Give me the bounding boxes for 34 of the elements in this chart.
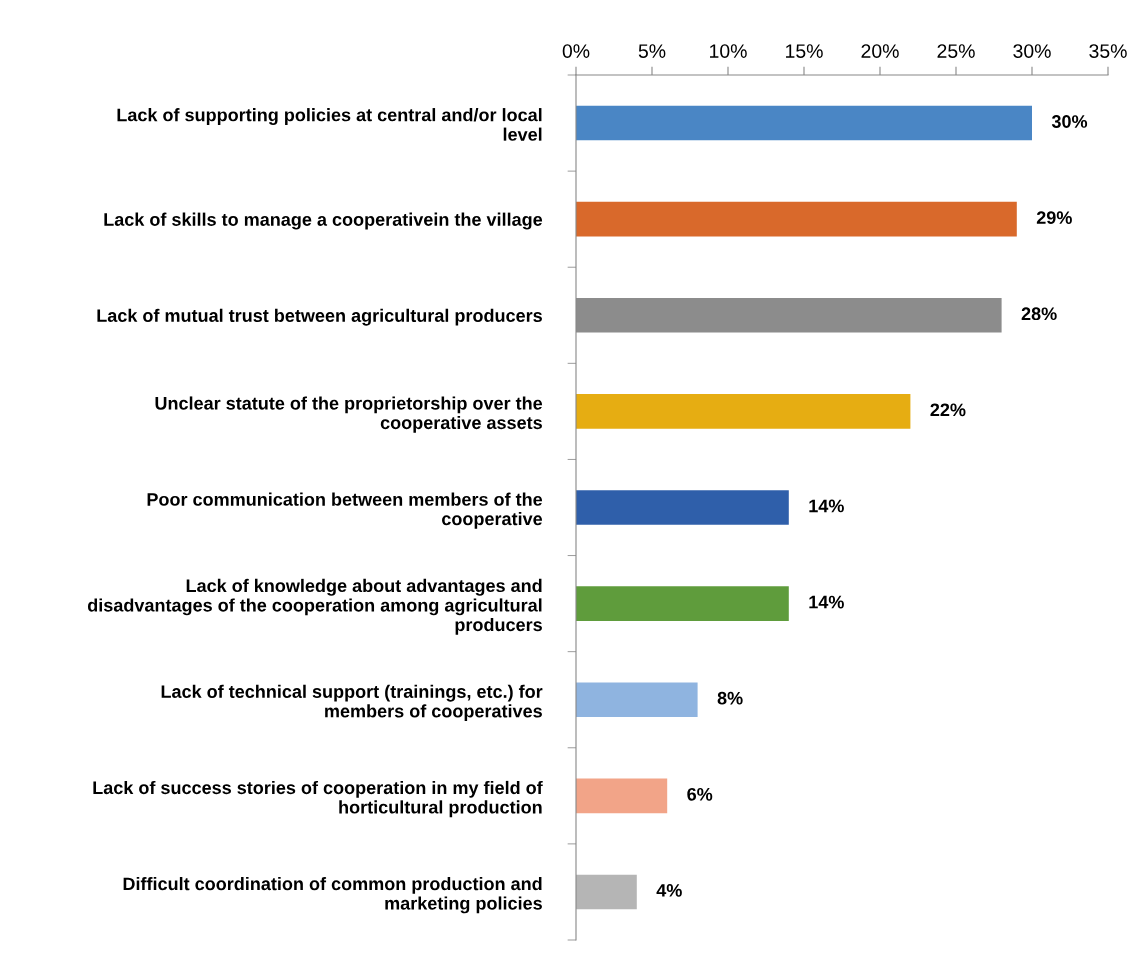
bar xyxy=(576,490,789,525)
y-tick-label: Lack of success stories of cooperation in my field of horticultural production xyxy=(93,780,543,818)
y-tick-label: Difficult coordination of common production and marketing policies xyxy=(123,876,542,914)
x-tick-label: 25% xyxy=(937,44,975,58)
y-tick-label: Lack of mutual trust between agricultural producers xyxy=(97,308,542,326)
y-tick-label: Lack of technical support (trainings, etc.) for members of cooperatives xyxy=(161,684,543,722)
y-tick-label: Poor communication between members of the cooperative xyxy=(147,492,543,529)
x-tick-label: 5% xyxy=(638,44,666,58)
bar xyxy=(576,874,637,910)
data-label: 8% xyxy=(717,691,743,705)
data-label: 6% xyxy=(687,787,713,801)
bar xyxy=(576,586,789,621)
x-tick-label: 20% xyxy=(861,44,899,58)
data-label: 28% xyxy=(1021,307,1057,321)
bar xyxy=(576,105,1032,141)
bar xyxy=(576,778,668,814)
bar xyxy=(576,201,1017,237)
data-label: 14% xyxy=(809,499,844,513)
x-tick-label: 35% xyxy=(1089,44,1127,58)
y-tick-label: Lack of knowledge about advantages and disadvantages of the cooperation among agricultural producers xyxy=(87,578,542,635)
x-tick-label: 30% xyxy=(1013,44,1051,58)
y-tick-label: Unclear statute of the proprietorship over the cooperative assets xyxy=(155,396,543,433)
bar xyxy=(576,682,698,718)
x-tick-label: 10% xyxy=(710,44,747,58)
y-tick-label: Lack of skills to manage a cooperativein the village xyxy=(104,212,543,230)
data-label: 4% xyxy=(656,884,682,897)
data-label: 29% xyxy=(1036,211,1072,225)
data-label: 14% xyxy=(809,595,844,609)
x-tick-label: 0% xyxy=(562,44,590,58)
x-tick-label: 15% xyxy=(786,44,823,58)
data-label: 30% xyxy=(1051,115,1088,128)
bar xyxy=(576,394,911,429)
y-tick-label: Lack of supporting policies at central and/or local level xyxy=(117,108,542,141)
data-label: 22% xyxy=(930,403,966,417)
